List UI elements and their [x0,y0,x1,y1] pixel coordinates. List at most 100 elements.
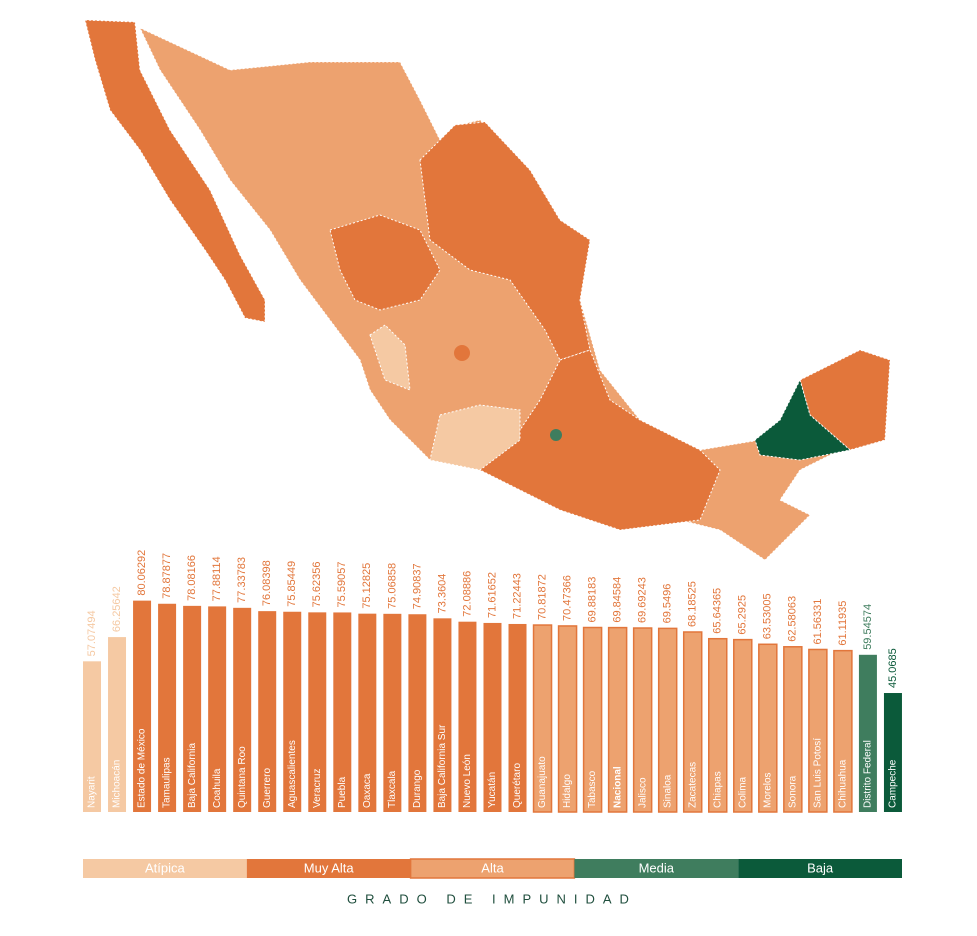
bar [458,621,477,812]
category-label: Veracruz [312,769,323,808]
bar [783,646,803,813]
value-label: 57.07494 [86,610,98,656]
category-label: Tabasco [587,770,598,808]
value-label: 66.25642 [111,586,123,632]
map-region [454,345,470,361]
category-label: Campeche [888,759,899,808]
bar [532,624,553,813]
map-region [329,214,441,311]
value-label: 77.33783 [236,557,248,603]
bar [582,626,603,813]
category-label: Jalisco [637,777,648,808]
category-label: Tamaulipas [162,757,173,808]
value-label: 70.47366 [561,575,573,621]
value-label: 62.58063 [787,596,799,642]
category-label: Hidalgo [562,774,573,808]
value-label: 69.88183 [587,577,599,623]
bar [283,611,302,812]
value-label: 69.69243 [637,577,649,623]
value-label: 80.06292 [136,550,148,596]
category-label: Yucatán [487,772,498,808]
value-label: 75.12825 [361,563,373,609]
bar [883,693,902,812]
bar [383,613,402,812]
category-label: Guerrero [262,768,273,808]
category-label: Michoacán [112,760,123,808]
category-label: Nacional [612,766,623,808]
map [84,19,891,561]
value-label: 59.54574 [862,604,874,650]
category-label: Quintana Roo [237,746,248,808]
value-label: 45.0685 [887,648,899,688]
bar [83,661,101,812]
category-label: Zacatecas [687,762,698,808]
map-region [369,324,411,391]
value-label: 73.3604 [436,574,448,614]
legend-label: Muy Alta [304,860,355,875]
bar [833,649,853,813]
bar [108,637,127,812]
category-label: Aguascalientes [287,740,298,808]
value-label: 68.18525 [687,581,699,627]
legend-swatch [83,859,247,878]
bar [233,607,252,812]
category-label: Tlaxcala [387,770,398,808]
bar [858,654,877,812]
value-label: 71.61652 [486,572,498,618]
value-label: 69.84584 [612,577,624,623]
legend-swatch [574,859,739,878]
category-label: Baja California Sur [437,724,448,808]
category-label: Sonora [787,775,798,808]
value-label: 74.90837 [411,563,423,609]
map-region [550,429,562,441]
value-label: 65.2925 [737,595,749,635]
value-label: 63.53005 [762,593,774,639]
category-label: Baja California [187,743,198,808]
map-region [754,378,852,461]
bar [408,614,427,812]
bar [808,648,828,813]
category-label: Nayarit [87,776,98,808]
bar [632,627,653,813]
category-label: Estado de México [137,728,148,808]
bar [133,600,152,812]
value-label: 69.5496 [662,584,674,624]
bar [483,622,502,812]
value-label: 61.56331 [812,599,824,645]
value-label: 75.85449 [286,561,298,607]
value-label: 61.11935 [837,601,849,646]
bar [358,613,377,812]
value-label: 65.64365 [712,588,724,634]
category-label: Guanajuato [537,756,548,808]
category-label: Puebla [337,776,348,808]
legend-swatch [246,859,411,878]
category-label: Chiapas [712,771,723,808]
value-label: 72.08886 [461,571,473,617]
category-label: Morelos [762,772,773,808]
category-label: Oaxaca [362,773,373,808]
bar [308,612,327,812]
legend-swatch [738,859,902,878]
value-label: 78.87877 [161,553,173,599]
x-axis-title: GRADO DE IMPUNIDAD [347,891,637,906]
value-label: 75.06858 [386,563,398,609]
category-label: Durango [412,769,423,808]
legend-label: Baja [807,860,834,875]
bar [708,637,728,813]
bar [183,605,202,812]
bar [657,627,678,813]
category-label: Nuevo León [462,754,473,808]
map-region [419,121,591,361]
bar [508,623,527,812]
value-label: 77.88114 [211,556,223,601]
value-label: 76.08398 [261,560,273,606]
category-label: Sinaloa [662,774,673,808]
legend-label: Alta [481,860,504,875]
value-label: 71.22443 [511,573,523,619]
value-label: 75.62356 [311,561,323,607]
category-label: Chihuahua [838,759,849,808]
bar [557,625,578,813]
category-label: Colima [737,776,748,808]
bar [758,643,778,813]
